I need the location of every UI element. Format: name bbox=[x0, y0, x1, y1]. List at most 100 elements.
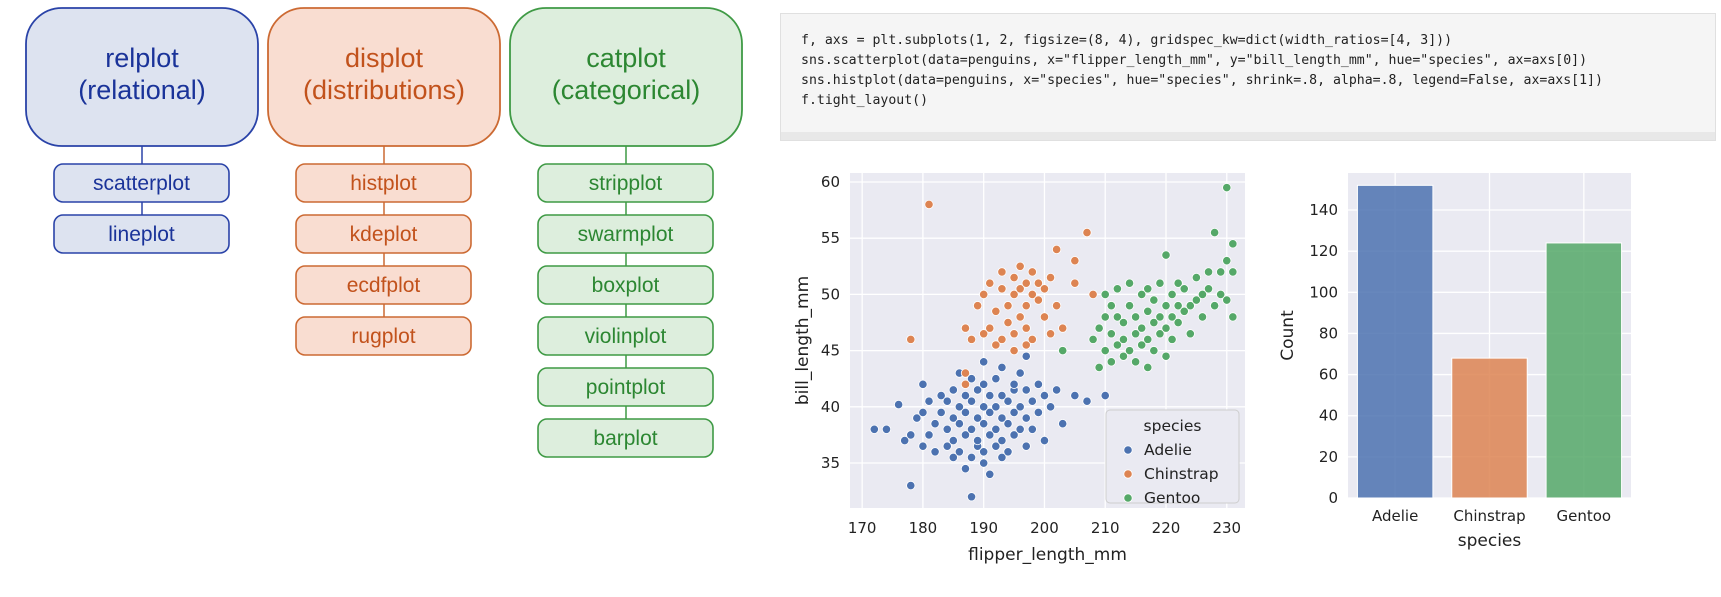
y-axis-label: Count bbox=[1278, 310, 1298, 361]
scatter-point-adelie bbox=[985, 390, 995, 401]
scatter-point-adelie bbox=[1009, 379, 1019, 389]
code-cell[interactable]: f, axs = plt.subplots(1, 2, figsize=(8, … bbox=[780, 13, 1716, 141]
scatter-point-adelie bbox=[912, 413, 922, 423]
scatter-point-chinstrap bbox=[906, 334, 916, 344]
scatter-point-adelie bbox=[918, 441, 928, 451]
scatter-point-adelie bbox=[1009, 430, 1019, 440]
legend-entry: Gentoo bbox=[1144, 489, 1200, 507]
y-tick-label: 55 bbox=[821, 229, 840, 247]
scatter-point-chinstrap bbox=[1015, 261, 1025, 271]
scatter-point-adelie bbox=[1045, 402, 1056, 412]
scatter-point-gentoo bbox=[1222, 256, 1232, 266]
scatter-point-adelie bbox=[942, 396, 952, 406]
scatter-point-gentoo bbox=[1106, 357, 1116, 367]
function-label: ecdfplot bbox=[347, 274, 421, 297]
legend-entry: Adelie bbox=[1144, 441, 1192, 459]
scatter-point-adelie bbox=[966, 492, 977, 502]
function-box bbox=[295, 265, 472, 305]
scatter-point-gentoo bbox=[1137, 340, 1147, 350]
scatter-point-adelie bbox=[869, 424, 879, 434]
x-tick-label: 210 bbox=[1091, 519, 1120, 537]
scatter-point-gentoo bbox=[1094, 323, 1104, 333]
scatter-point-gentoo bbox=[1100, 346, 1110, 356]
scatter-point-gentoo bbox=[1222, 183, 1232, 193]
scatter-point-adelie bbox=[973, 413, 983, 423]
scatter-point-chinstrap bbox=[960, 368, 971, 378]
scatter-point-chinstrap bbox=[1045, 329, 1056, 339]
function-box bbox=[53, 163, 230, 203]
function-box bbox=[537, 265, 714, 305]
y-tick-label: 80 bbox=[1319, 324, 1338, 342]
scatter-point-chinstrap bbox=[1009, 272, 1019, 283]
legend-entry: Chinstrap bbox=[1144, 465, 1219, 483]
scatter-point-adelie bbox=[991, 402, 1001, 412]
family-label: relplot bbox=[105, 43, 179, 73]
scatter-point-chinstrap bbox=[991, 306, 1001, 316]
scatter-point-gentoo bbox=[1143, 284, 1153, 294]
scatter-point-adelie bbox=[948, 413, 958, 423]
scatter-point-adelie bbox=[1070, 390, 1080, 401]
function-label: barplot bbox=[593, 427, 657, 450]
scatter-point-gentoo bbox=[1124, 278, 1135, 288]
scatter-point-gentoo bbox=[1143, 306, 1153, 316]
x-tick-label: 230 bbox=[1212, 519, 1241, 537]
scatter-point-adelie bbox=[1015, 368, 1025, 378]
scatter-point-gentoo bbox=[1222, 295, 1232, 305]
function-box bbox=[537, 214, 714, 254]
scatter-point-adelie bbox=[1027, 396, 1037, 406]
scatter-point-adelie bbox=[960, 430, 971, 440]
scatter-point-adelie bbox=[1058, 419, 1068, 429]
family-box bbox=[267, 7, 501, 147]
scatter-point-adelie bbox=[991, 374, 1001, 384]
y-tick-label: 35 bbox=[821, 454, 840, 472]
code-line: f, axs = plt.subplots(1, 2, figsize=(8, … bbox=[801, 33, 1453, 48]
function-label: kdeplot bbox=[350, 223, 418, 246]
scatter-point-adelie bbox=[997, 452, 1007, 463]
scatter-point-gentoo bbox=[1106, 301, 1116, 311]
scatter-point-gentoo bbox=[1088, 334, 1098, 344]
function-label: histplot bbox=[350, 172, 417, 195]
scatter-point-gentoo bbox=[1161, 301, 1171, 311]
scatter-point-adelie bbox=[1003, 447, 1013, 457]
scatter-point-chinstrap bbox=[1088, 289, 1098, 300]
scatter-point-adelie bbox=[942, 441, 952, 451]
x-tick-label: Chinstrap bbox=[1453, 507, 1525, 525]
scatter-point-adelie bbox=[979, 419, 989, 429]
scatter-point-chinstrap bbox=[1021, 278, 1031, 288]
scatter-point-chinstrap bbox=[985, 323, 995, 333]
function-label: swarmplot bbox=[578, 223, 674, 246]
scatter-point-chinstrap bbox=[1070, 278, 1080, 288]
y-tick-label: 0 bbox=[1328, 489, 1338, 507]
family-box bbox=[25, 7, 259, 147]
scatter-point-gentoo bbox=[1203, 267, 1214, 277]
scatter-point-adelie bbox=[1015, 424, 1025, 434]
y-tick-label: 140 bbox=[1309, 201, 1338, 219]
scatter-point-gentoo bbox=[1197, 289, 1208, 300]
scatter-point-adelie bbox=[948, 385, 958, 395]
scatter-point-chinstrap bbox=[1003, 301, 1013, 311]
horizontal-scrollbar[interactable] bbox=[781, 132, 1715, 140]
scatter-point-chinstrap bbox=[997, 284, 1007, 294]
x-tick-label: 220 bbox=[1152, 519, 1181, 537]
scatter-point-chinstrap bbox=[1082, 227, 1092, 238]
scatter-point-gentoo bbox=[1167, 334, 1177, 344]
scatter-point-adelie bbox=[936, 390, 946, 401]
scatter-point-adelie bbox=[979, 447, 989, 457]
scatter-point-adelie bbox=[1009, 407, 1019, 418]
scatter-point-gentoo bbox=[1131, 329, 1141, 339]
scatter-point-chinstrap bbox=[1033, 295, 1043, 305]
scatter-point-chinstrap bbox=[966, 334, 977, 344]
scatter-point-chinstrap bbox=[979, 329, 989, 339]
scatter-point-chinstrap bbox=[1033, 278, 1043, 288]
scatter-point-adelie bbox=[966, 396, 977, 406]
scatter-point-adelie bbox=[948, 452, 958, 463]
scatter-point-adelie bbox=[1039, 435, 1050, 446]
scatter-point-chinstrap bbox=[1021, 323, 1031, 333]
seaborn-function-diagram: relplot(relational) scatterplot lineplot di… bbox=[25, 7, 743, 458]
scatter-point-gentoo bbox=[1210, 227, 1220, 238]
code-line: f.tight_layout() bbox=[801, 93, 929, 108]
scatter-point-chinstrap bbox=[1009, 289, 1019, 300]
function-label: stripplot bbox=[589, 172, 663, 195]
scatter-point-adelie bbox=[985, 469, 995, 479]
scatter-point-gentoo bbox=[1137, 323, 1147, 333]
